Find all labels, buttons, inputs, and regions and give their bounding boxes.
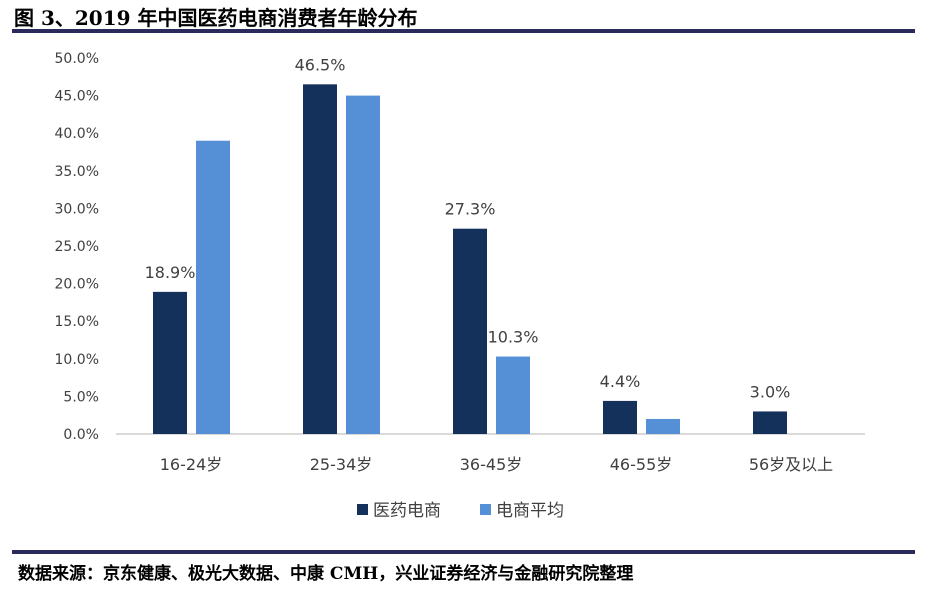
- y-tick-label: 20.0%: [55, 277, 99, 293]
- legend-swatch: [480, 504, 491, 515]
- y-tick-label: 5.0%: [63, 389, 99, 405]
- y-tick-label: 40.0%: [55, 126, 99, 142]
- bar-pharma-ecommerce: [153, 291, 187, 434]
- bar-pharma-ecommerce: [453, 228, 487, 434]
- y-tick-label: 25.0%: [55, 239, 99, 255]
- header-rule: [12, 29, 915, 33]
- legend-swatch: [357, 504, 368, 515]
- bar-pharma-ecommerce: [603, 400, 637, 434]
- bar-ecommerce-average: [196, 140, 230, 434]
- data-label: 3.0%: [750, 382, 791, 401]
- y-tick-label: 35.0%: [55, 164, 99, 180]
- x-tick-label: 16-24岁: [160, 455, 223, 474]
- data-label: 18.9%: [145, 263, 196, 282]
- data-label: 46.5%: [295, 55, 346, 74]
- legend-label: 电商平均: [496, 501, 564, 521]
- x-tick-label: 25-34岁: [310, 455, 373, 474]
- x-tick-label: 46-55岁: [610, 455, 673, 474]
- chart-title: 图 3、2019 年中国医药电商消费者年龄分布: [14, 6, 418, 30]
- source-note: 数据来源：京东健康、极光大数据、中康 CMH，兴业证券经济与金融研究院整理: [18, 564, 634, 584]
- x-tick-label: 56岁及以上: [749, 455, 833, 474]
- y-tick-label: 45.0%: [55, 89, 99, 105]
- data-label: 27.3%: [445, 200, 496, 219]
- y-tick-label: 15.0%: [55, 314, 99, 330]
- data-label: 10.3%: [488, 328, 539, 347]
- bar-ecommerce-average: [496, 356, 530, 434]
- y-tick-label: 30.0%: [55, 201, 99, 217]
- legend-label: 医药电商: [373, 501, 441, 521]
- data-label: 4.4%: [600, 372, 641, 391]
- y-tick-label: 0.0%: [63, 427, 99, 443]
- x-tick-label: 36-45岁: [460, 455, 523, 474]
- bar-pharma-ecommerce: [303, 84, 337, 434]
- y-tick-label: 50.0%: [55, 51, 99, 67]
- footer-rule: [12, 550, 915, 554]
- bar-ecommerce-average: [646, 418, 680, 434]
- bar-pharma-ecommerce: [753, 411, 787, 434]
- y-tick-label: 10.0%: [55, 352, 99, 368]
- bar-ecommerce-average: [346, 95, 380, 434]
